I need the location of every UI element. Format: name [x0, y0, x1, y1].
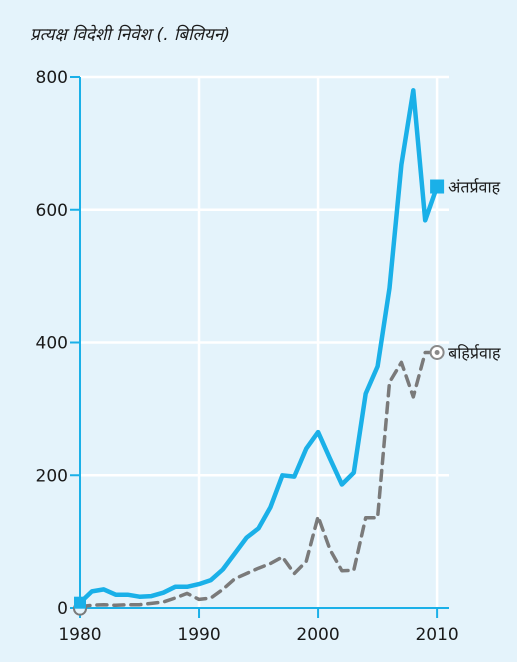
inflow-end-marker [430, 179, 445, 194]
y-tick-label-800: 800 [36, 68, 68, 88]
x-tick-label-1980: 1980 [58, 625, 101, 645]
legend-label-outflow: बहिर्प्रवाह [448, 343, 501, 362]
y-tick-label-400: 400 [36, 334, 68, 354]
legend-label-inflow: अंतर्प्रवाह [448, 178, 500, 197]
y-tick-label-0: 0 [57, 599, 68, 619]
x-tick-label-2000: 2000 [296, 625, 339, 645]
series-line-inflow [77, 88, 440, 605]
outflow-end-marker-dot [434, 349, 440, 355]
y-tick-label-600: 600 [36, 201, 68, 221]
chart-title: प्रत्यक्ष विदेशी निवेश (. बिलियन) [30, 25, 230, 45]
inflow-start-marker [74, 596, 86, 609]
x-tick-label-2010: 2010 [415, 625, 458, 645]
y-tick-label-200: 200 [36, 466, 68, 486]
x-tick-label-1990: 1990 [177, 625, 220, 645]
series-line-outflow [78, 350, 439, 609]
